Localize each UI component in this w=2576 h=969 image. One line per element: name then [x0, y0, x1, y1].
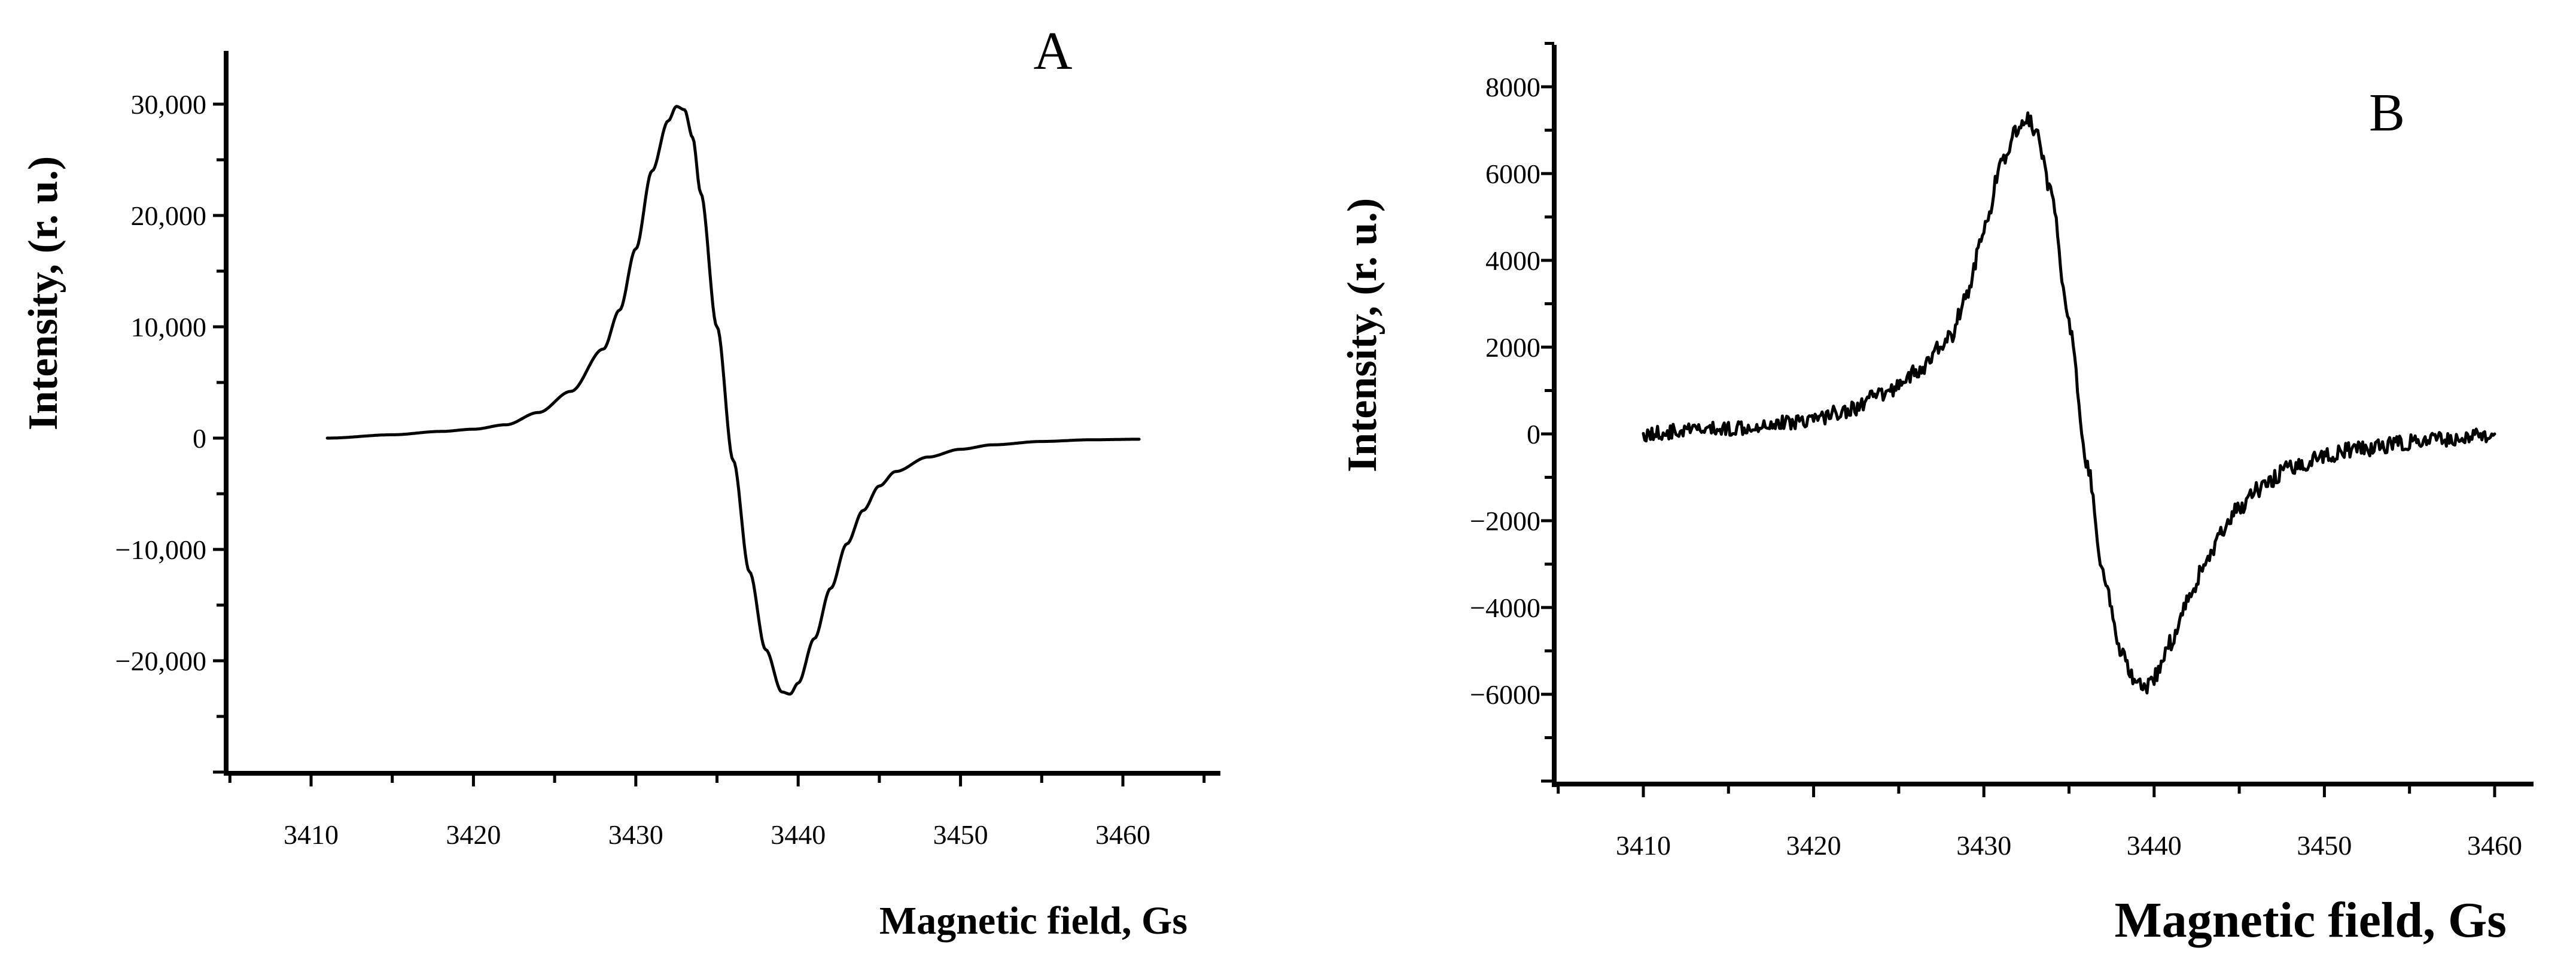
y-tick-label: 30,000 — [131, 89, 207, 120]
panel-a-ticks — [213, 102, 1206, 786]
x-tick-label: 3440 — [2127, 830, 2182, 861]
y-tick-label: 6000 — [1485, 159, 1540, 189]
x-tick-label: 3430 — [1956, 830, 2011, 861]
x-tick-label: 3450 — [933, 819, 988, 850]
y-tick-label: −10,000 — [115, 534, 206, 565]
y-tick-label: 2000 — [1485, 332, 1540, 363]
panel-b-chart: B Intensity, (r. u.) Magnetic field, Gs … — [1339, 42, 2534, 948]
panel-b-ticks — [1541, 42, 2496, 797]
y-tick-label: −2000 — [1470, 506, 1540, 536]
y-tick-label: −6000 — [1470, 679, 1540, 710]
panel-b-spectrum-line — [1642, 111, 2496, 695]
x-tick-label: 3460 — [2467, 830, 2522, 861]
x-tick-label: 3430 — [608, 819, 663, 850]
x-tick-label: 3460 — [1095, 819, 1150, 850]
panel-a-x-axis-title: Magnetic field, Gs — [879, 899, 1187, 943]
x-tick-label: 3420 — [1786, 830, 1841, 861]
y-tick-label: 10,000 — [131, 312, 207, 342]
panel-a-y-axis-title: Intensity, (r. u.) — [20, 156, 66, 430]
y-tick-label: 0 — [193, 423, 206, 454]
y-tick-label: 8000 — [1485, 72, 1540, 102]
panel-b-y-axis-title: Intensity, (r. u.) — [1339, 198, 1386, 472]
x-tick-label: 3410 — [284, 819, 339, 850]
x-tick-label: 3420 — [446, 819, 501, 850]
x-tick-label: 3440 — [771, 819, 826, 850]
y-tick-label: −4000 — [1470, 593, 1540, 623]
panel-a-spectrum-line — [325, 105, 1141, 696]
panel-b-letter: B — [2369, 83, 2405, 142]
panel-a-chart: A Intensity, (r. u.) Magnetic field, Gs … — [20, 22, 1220, 943]
x-tick-label: 3410 — [1616, 830, 1671, 861]
y-tick-label: −20,000 — [115, 646, 206, 676]
panel-a-letter: A — [1034, 22, 1073, 81]
panel-b-tick-labels: 3410 3420 3430 3440 3450 3460 −6000 −4000 −2000 0… — [1470, 72, 2522, 861]
y-tick-label: 4000 — [1485, 245, 1540, 276]
y-tick-label: 20,000 — [131, 201, 207, 231]
panel-a-tick-labels: 3410 3420 3430 3440 3450 3460 −20,000 −10,000 0 1… — [115, 89, 1150, 850]
y-tick-label: 0 — [1527, 419, 1540, 449]
panel-b-x-axis-title: Magnetic field, Gs — [2114, 892, 2507, 948]
x-tick-label: 3450 — [2297, 830, 2352, 861]
